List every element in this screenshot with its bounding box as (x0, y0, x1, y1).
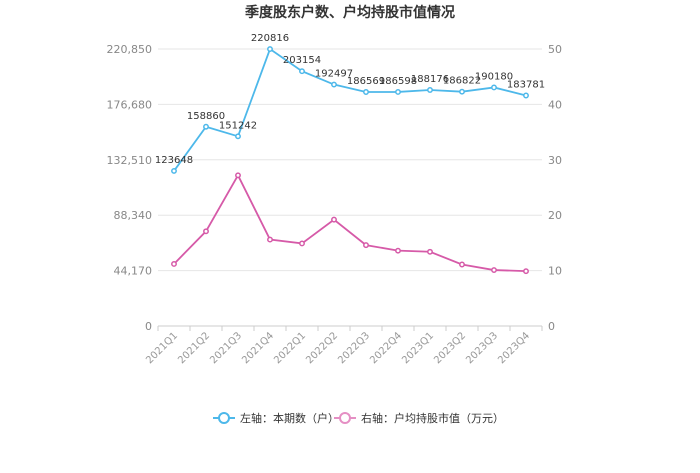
series-1-point[interactable] (395, 247, 401, 254)
legend-item-right-series[interactable]: 右轴：户均持股市值（万元） (334, 411, 504, 425)
series-0-point[interactable] (331, 81, 337, 88)
x-tick-label: 2022Q1 (272, 330, 308, 366)
legend-right-label: 右轴：户均持股市值（万元） (361, 411, 504, 425)
series-0-point[interactable] (171, 167, 177, 174)
right-tick-label: 30 (548, 154, 562, 167)
series-1-point[interactable] (491, 267, 497, 273)
x-tick-label: 2023Q4 (496, 330, 532, 366)
series-1-point[interactable] (171, 261, 177, 267)
series-0-point[interactable] (203, 123, 209, 130)
right-tick-label: 0 (548, 320, 555, 333)
series-line-0 (173, 47, 527, 172)
data-label: 186598 (379, 76, 417, 87)
series-0-point[interactable] (299, 68, 305, 75)
series-0-point[interactable] (395, 89, 401, 95)
data-label: 192497 (315, 69, 353, 80)
series-1-point[interactable] (459, 261, 465, 268)
x-tick-label: 2022Q3 (336, 330, 372, 366)
x-tick-label: 2023Q2 (432, 330, 468, 366)
chart-title: 季度股东户数、户均持股市值情况 (244, 4, 455, 21)
data-label: 183781 (507, 79, 545, 90)
series-1-point[interactable] (267, 236, 273, 243)
x-tick-label: 2023Q1 (400, 330, 436, 366)
right-tick-label: 10 (548, 265, 562, 278)
series-0-point[interactable] (363, 89, 369, 95)
left-tick-label: 88,340 (114, 209, 153, 222)
x-tick-label: 2021Q1 (144, 330, 180, 366)
series-0-point[interactable] (235, 133, 241, 140)
x-tick-label: 2022Q4 (368, 330, 404, 366)
left-tick-label: 44,170 (114, 265, 153, 278)
data-label: 186569 (347, 76, 385, 87)
x-tick-label: 2021Q2 (176, 330, 212, 366)
data-label: 203154 (283, 55, 321, 66)
data-label: 123648 (155, 155, 193, 166)
left-tick-label: 220,850 (107, 43, 153, 56)
left-tick-label: 0 (145, 320, 152, 333)
series-1-point[interactable] (331, 216, 337, 223)
series-1-point[interactable] (203, 228, 209, 235)
left-tick-label: 132,510 (107, 154, 153, 167)
series-1-point[interactable] (427, 248, 433, 255)
left-tick-label: 176,680 (107, 98, 153, 111)
right-tick-label: 50 (548, 43, 562, 56)
data-labels: 1236481588601512422208162031541924971865… (155, 33, 545, 166)
x-axis: 2021Q12021Q22021Q32021Q42022Q12022Q22022… (144, 326, 543, 366)
legend-item-left-series[interactable]: 左轴：本期数（户） (213, 411, 339, 425)
data-label: 188176 (411, 74, 449, 85)
data-label: 220816 (251, 33, 289, 44)
series-1-point[interactable] (235, 172, 241, 179)
data-label: 151242 (219, 120, 257, 131)
series-1-point[interactable] (363, 242, 369, 249)
right-tick-label: 40 (548, 98, 562, 111)
x-tick-label: 2021Q4 (240, 330, 276, 366)
x-tick-label: 2022Q2 (304, 330, 340, 366)
grid (158, 48, 542, 327)
series-0-point[interactable] (427, 87, 433, 93)
x-tick-label: 2021Q3 (208, 330, 244, 366)
data-label: 158860 (187, 111, 225, 122)
series-layer (171, 46, 529, 275)
legend-left-marker (218, 412, 230, 424)
series-0-point[interactable] (267, 46, 273, 52)
series-0-point[interactable] (491, 84, 497, 91)
series-0-point[interactable] (459, 88, 465, 95)
left-axis: 0 44,170 88,340 132,510 176,680 220,850 (107, 43, 153, 333)
series-line-1 (173, 173, 527, 273)
series-0-point[interactable] (523, 92, 529, 99)
series-1-point[interactable] (523, 268, 529, 275)
data-label: 190180 (475, 71, 513, 82)
legend-left-label: 左轴：本期数（户） (240, 411, 339, 425)
legend-right-marker (339, 412, 351, 424)
x-tick-label: 2023Q3 (464, 330, 500, 366)
legend: 左轴：本期数（户） 右轴：户均持股市值（万元） (213, 411, 504, 425)
right-axis: 0 10 20 30 40 50 (548, 43, 562, 333)
series-1-point[interactable] (299, 240, 305, 247)
data-label: 186822 (443, 76, 481, 87)
right-tick-label: 20 (548, 209, 562, 222)
